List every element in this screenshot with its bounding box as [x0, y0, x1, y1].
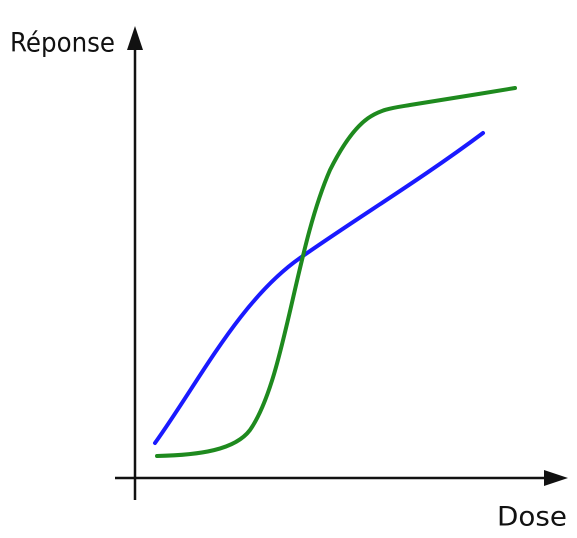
- blue-curve: [153, 131, 485, 445]
- x-axis-arrow: [544, 470, 568, 486]
- x-axis-label: Dose: [497, 502, 567, 533]
- y-axis-arrow: [127, 26, 143, 50]
- y-axis-label: Réponse: [10, 28, 115, 59]
- green-curve: [155, 86, 517, 458]
